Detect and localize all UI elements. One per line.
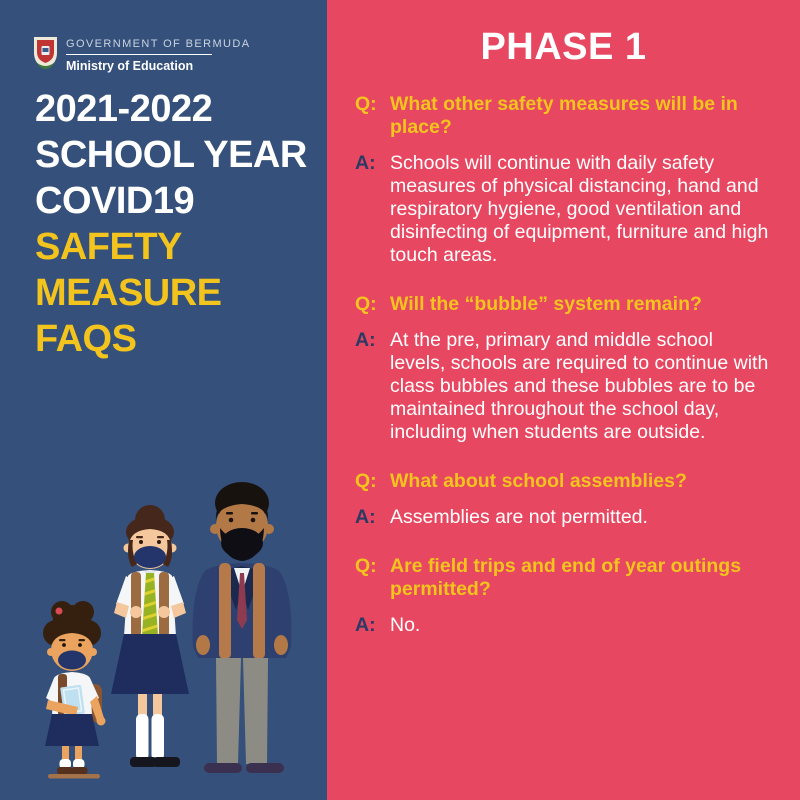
question-text: Will the “bubble” system remain? — [390, 293, 702, 315]
question-label: Q: — [355, 293, 377, 315]
answer-label: A: — [355, 152, 376, 174]
answer-label: A: — [355, 506, 376, 528]
question-label: Q: — [355, 93, 377, 115]
man-figure — [192, 482, 292, 773]
title-line: FAQS — [35, 318, 137, 360]
question-row: Q: What other safety measures will be in… — [327, 93, 800, 139]
answer-text: Assemblies are not permitted. — [390, 506, 648, 528]
answer-text: At the pre, primary and middle school le… — [390, 329, 769, 443]
answer-row: A: Schools will continue with daily safe… — [327, 152, 800, 267]
faq-item-2: Q: Will the “bubble” system remain? A: A… — [327, 293, 800, 444]
question-text: What other safety measures will be in pl… — [390, 93, 738, 138]
faq-item-1: Q: What other safety measures will be in… — [327, 93, 800, 267]
title-line: COVID19 — [35, 180, 195, 222]
answer-row: A: No. — [327, 614, 800, 637]
title-line: MEASURE — [35, 272, 222, 314]
answer-label: A: — [355, 614, 376, 636]
faq-list: Q: What other safety measures will be in… — [327, 93, 800, 637]
masked-students-illustration — [43, 482, 292, 779]
question-text: What about school assemblies? — [390, 470, 687, 492]
answer-row: A: At the pre, primary and middle school… — [327, 329, 800, 444]
faq-item-3: Q: What about school assemblies? A: Asse… — [327, 470, 800, 529]
answer-row: A: Assemblies are not permitted. — [327, 506, 800, 529]
ministry-name: Ministry of Education — [66, 59, 194, 73]
header-divider — [66, 54, 212, 55]
bermuda-coat-of-arms-icon — [34, 37, 57, 69]
schoolgirl-figure — [111, 505, 189, 767]
government-name: GOVERNMENT OF BERMUDA — [66, 38, 251, 50]
young-girl-figure — [43, 601, 106, 779]
title-line: SCHOOL YEAR — [35, 134, 307, 176]
right-panel: PHASE 1 Q: What other safety measures wi… — [327, 0, 800, 800]
question-row: Q: What about school assemblies? — [327, 470, 800, 493]
answer-text: No. — [390, 614, 421, 636]
question-label: Q: — [355, 555, 377, 577]
question-text: Are field trips and end of year outings … — [390, 555, 742, 600]
title-line: 2021-2022 — [35, 88, 213, 130]
left-panel: GOVERNMENT OF BERMUDA Ministry of Educat… — [0, 0, 327, 800]
answer-label: A: — [355, 329, 376, 351]
phase-heading: PHASE 1 — [480, 26, 647, 68]
answer-text: Schools will continue with daily safety … — [390, 152, 769, 266]
question-label: Q: — [355, 470, 377, 492]
poster-title: 2021-2022 SCHOOL YEAR COVID19 SAFETY MEA… — [35, 86, 307, 362]
question-row: Q: Are field trips and end of year outin… — [327, 555, 800, 601]
government-header: GOVERNMENT OF BERMUDA Ministry of Educat… — [33, 36, 250, 73]
faq-item-4: Q: Are field trips and end of year outin… — [327, 555, 800, 637]
government-header-text: GOVERNMENT OF BERMUDA Ministry of Educat… — [66, 36, 250, 73]
question-row: Q: Will the “bubble” system remain? — [327, 293, 800, 316]
title-line: SAFETY — [35, 226, 182, 268]
